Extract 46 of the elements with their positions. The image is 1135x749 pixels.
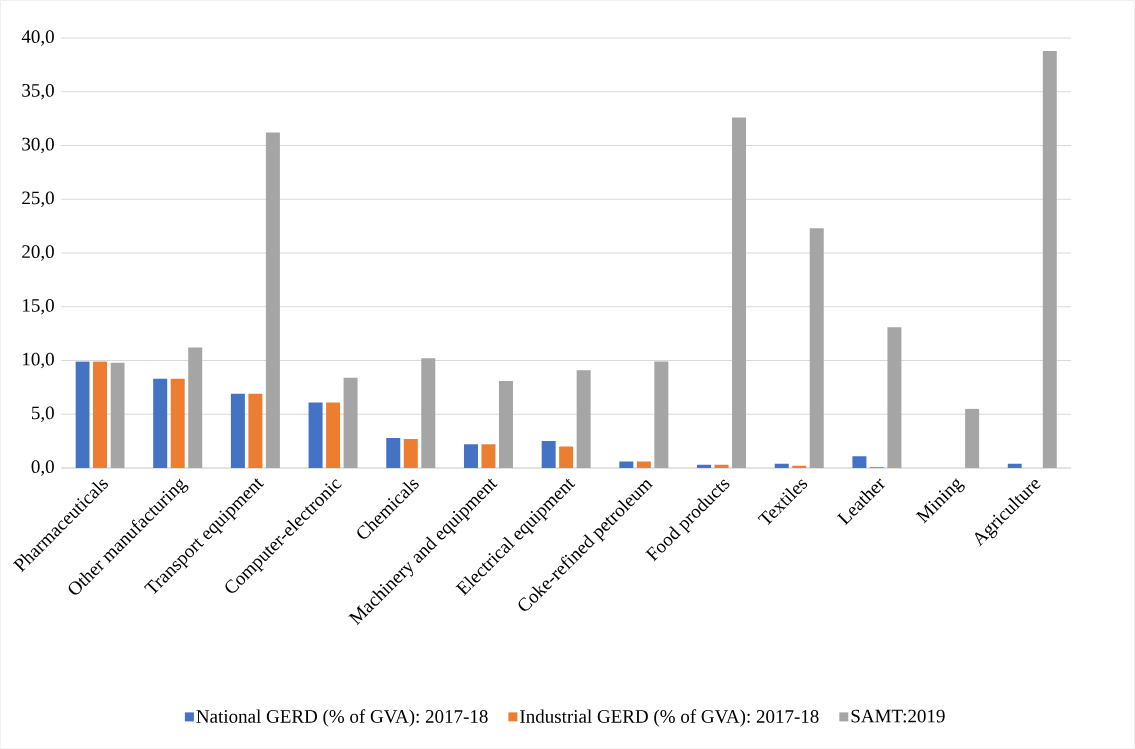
- bar: [774, 463, 789, 468]
- bar: [852, 456, 867, 468]
- y-tick-label: 15,0: [23, 298, 54, 315]
- bar: [343, 377, 358, 468]
- bar: [732, 117, 747, 468]
- bar: [481, 444, 496, 468]
- y-tick-label: 30,0: [22, 137, 54, 154]
- bar: [386, 437, 401, 468]
- bar: [654, 361, 669, 468]
- bar: [403, 438, 418, 468]
- y-tick-label: 25,0: [22, 191, 54, 208]
- bar: [308, 402, 323, 468]
- bar: [75, 361, 90, 468]
- y-tick-label: 0,0: [31, 460, 54, 476]
- y-tick-label: 40,0: [21, 30, 54, 46]
- bar: [576, 370, 591, 468]
- y-tick-label: 10,0: [23, 352, 54, 369]
- bar: [619, 461, 634, 468]
- bar: [809, 228, 824, 468]
- bar: [714, 464, 729, 468]
- bar: [153, 378, 168, 468]
- bar: [498, 380, 513, 468]
- bar: [248, 393, 263, 468]
- bar: [792, 465, 807, 468]
- bar: [326, 402, 341, 468]
- bar: [265, 132, 280, 468]
- legend-label: Industrial GERD (% of GVA): 2017-18: [520, 709, 819, 727]
- bar: [93, 361, 108, 468]
- bar: [1042, 50, 1057, 468]
- bar: [230, 393, 245, 468]
- bar: [636, 461, 651, 468]
- bar: [887, 327, 902, 468]
- bar: [541, 441, 556, 468]
- bar: [188, 347, 203, 468]
- y-tick-label: 5,0: [31, 406, 54, 423]
- bar: [559, 446, 574, 468]
- bar: [110, 362, 125, 468]
- legend-label: SAMT:2019: [851, 709, 945, 723]
- bar: [697, 464, 712, 468]
- bar: [421, 358, 436, 468]
- y-tick-label: 20,0: [22, 245, 54, 261]
- bar: [170, 378, 185, 468]
- y-tick-label: 35,0: [22, 83, 54, 100]
- legend-label: National GERD (% of GVA): 2017-18: [196, 709, 488, 727]
- bar: [463, 444, 478, 468]
- bar: [965, 408, 980, 468]
